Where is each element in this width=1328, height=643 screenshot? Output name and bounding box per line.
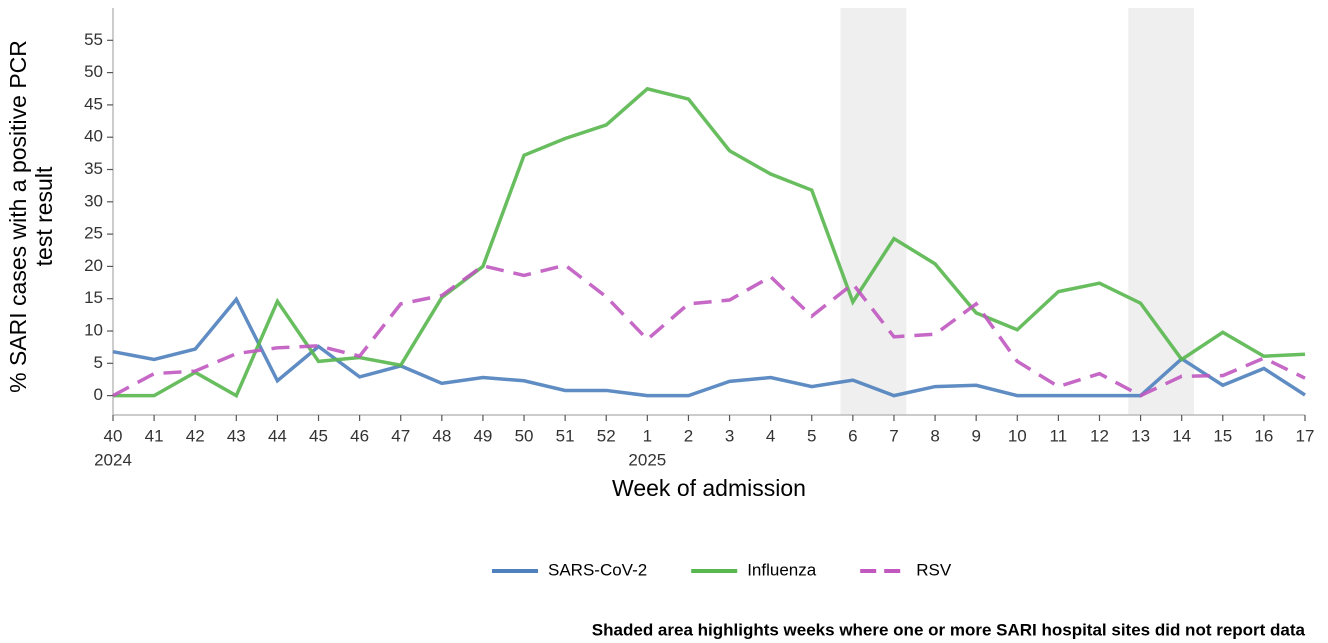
x-tick-label: 9 [971, 426, 980, 445]
y-tick-label: 55 [84, 30, 103, 49]
shaded-region [1128, 8, 1195, 415]
x-tick-label: 13 [1131, 426, 1150, 445]
x-tick-label: 16 [1254, 426, 1273, 445]
x-tick-label: 46 [350, 426, 369, 445]
series-line [112, 296, 1306, 398]
x-tick-label: 14 [1172, 426, 1191, 445]
x-tick-label: 2 [684, 426, 693, 445]
x-tick-label: 12 [1090, 426, 1109, 445]
y-tick-label: 50 [84, 62, 103, 81]
legend-label: RSV [916, 560, 952, 579]
x-tick-label: 41 [145, 426, 164, 445]
x-tick-sublabel: 2024 [94, 450, 132, 469]
y-tick-label: 35 [84, 159, 103, 178]
x-tick-label: 3 [725, 426, 734, 445]
legend-label: SARS-CoV-2 [548, 560, 647, 579]
legend-label: Influenza [747, 560, 817, 579]
x-tick-label: 5 [807, 426, 816, 445]
x-tick-label: 1 [643, 426, 652, 445]
series-line [113, 86, 1306, 399]
x-tick-label: 11 [1050, 426, 1068, 445]
x-tick-label: 17 [1296, 426, 1315, 445]
series-line [112, 263, 1306, 398]
y-axis-title: % SARI cases with a positive PCR [5, 40, 31, 393]
x-tick-label: 43 [227, 426, 246, 445]
y-tick-label: 40 [84, 127, 103, 146]
y-axis-title: test result [31, 166, 57, 266]
x-tick-label: 40 [104, 426, 123, 445]
x-tick-label: 8 [930, 426, 939, 445]
x-tick-label: 15 [1213, 426, 1232, 445]
x-tick-label: 4 [766, 426, 775, 445]
x-tick-label: 47 [391, 426, 410, 445]
x-tick-label: 52 [597, 426, 616, 445]
y-tick-label: 30 [84, 191, 103, 210]
x-tick-label: 7 [889, 426, 898, 445]
x-tick-label: 10 [1008, 426, 1027, 445]
y-tick-label: 5 [94, 353, 103, 372]
y-tick-label: 0 [94, 385, 103, 404]
x-tick-label: 49 [473, 426, 492, 445]
y-tick-label: 45 [84, 94, 103, 113]
x-tick-label: 6 [848, 426, 857, 445]
x-tick-label: 44 [268, 426, 287, 445]
x-tick-label: 51 [556, 426, 575, 445]
y-tick-label: 25 [84, 224, 103, 243]
x-tick-sublabel: 2025 [628, 450, 666, 469]
note: Shaded area highlights weeks where one o… [592, 620, 1306, 639]
x-tick-label: 45 [309, 426, 328, 445]
y-tick-label: 20 [84, 256, 103, 275]
x-tick-label: 48 [432, 426, 451, 445]
shaded-region [840, 8, 907, 415]
y-tick-label: 10 [84, 321, 103, 340]
x-axis-title: Week of admission [612, 475, 806, 501]
x-tick-label: 42 [186, 426, 205, 445]
x-tick-label: 50 [515, 426, 534, 445]
y-tick-label: 15 [84, 288, 103, 307]
